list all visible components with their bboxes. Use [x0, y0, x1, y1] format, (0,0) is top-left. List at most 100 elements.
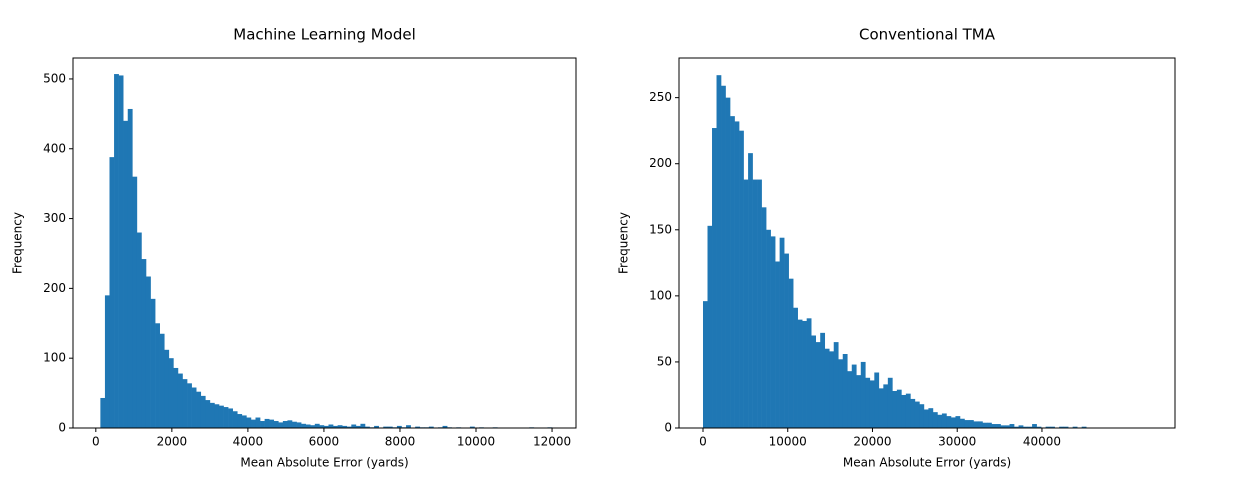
bar	[991, 424, 997, 428]
bar	[788, 278, 794, 428]
bar	[950, 417, 956, 428]
bar	[396, 425, 402, 428]
bar	[923, 409, 929, 428]
x-tick-label: 10000	[457, 435, 495, 449]
bar	[346, 426, 352, 428]
bar	[246, 417, 252, 428]
bar	[319, 425, 325, 428]
bar	[829, 351, 835, 428]
bar	[865, 377, 871, 428]
plot-frame	[72, 57, 577, 429]
bar	[802, 320, 807, 428]
bar	[851, 364, 857, 428]
bar	[1050, 426, 1055, 428]
bar	[141, 259, 147, 428]
bar	[887, 377, 893, 428]
bar	[779, 237, 785, 428]
bar	[1027, 426, 1033, 428]
x-tick-label: 0	[699, 435, 707, 449]
bar	[811, 335, 817, 428]
bar	[100, 397, 106, 428]
bar	[168, 358, 174, 428]
bar	[150, 298, 156, 428]
bar	[968, 420, 974, 428]
bar	[946, 416, 952, 428]
bar	[406, 425, 411, 428]
bar	[959, 418, 965, 428]
bar	[205, 400, 211, 428]
bar	[155, 323, 160, 428]
bar	[200, 395, 206, 428]
bar	[1005, 425, 1010, 428]
bar	[707, 225, 713, 428]
bar	[374, 425, 379, 428]
bar	[860, 361, 866, 428]
x-tick-label: 10000	[769, 435, 807, 449]
bar	[114, 74, 119, 428]
bar	[874, 372, 880, 428]
bar	[337, 425, 343, 428]
bar	[766, 229, 771, 428]
y-tick-label: 150	[649, 222, 672, 236]
bar	[842, 354, 848, 428]
bar	[775, 261, 780, 428]
bar	[132, 176, 138, 428]
bar	[833, 342, 839, 428]
plot-frame	[678, 57, 1176, 429]
bar	[1045, 426, 1051, 428]
bar	[725, 97, 731, 429]
y-tick-label: 100	[43, 351, 66, 365]
x-axis-label: Mean Absolute Error (yards)	[240, 456, 408, 470]
bar	[806, 318, 812, 428]
bar	[264, 418, 270, 428]
x-tick-label: 12000	[533, 435, 571, 449]
bar	[237, 414, 243, 428]
bar	[305, 424, 311, 428]
y-tick-label: 200	[649, 156, 672, 170]
bar	[964, 420, 970, 428]
bar	[955, 416, 961, 428]
bar	[109, 157, 115, 428]
bar	[932, 412, 938, 428]
bar	[173, 367, 179, 428]
bar	[351, 424, 357, 428]
bar	[996, 424, 1001, 428]
bar	[1072, 426, 1078, 428]
bar	[232, 411, 238, 428]
y-tick-label: 50	[657, 354, 672, 368]
y-tick-label: 0	[58, 421, 66, 435]
bar	[883, 384, 889, 428]
bar	[177, 373, 183, 428]
bar	[228, 408, 233, 428]
bar	[901, 394, 907, 428]
x-tick-label: 6000	[309, 435, 340, 449]
bar	[1014, 426, 1019, 428]
bar	[355, 425, 361, 428]
bar	[770, 236, 776, 428]
bar	[196, 391, 202, 428]
x-axis-label: Mean Absolute Error (yards)	[843, 456, 1011, 470]
bar	[428, 426, 434, 428]
y-axis-label: Frequency	[617, 212, 631, 274]
bar	[928, 408, 934, 428]
bar	[987, 422, 992, 428]
bar	[757, 179, 762, 428]
bar	[291, 421, 297, 428]
bar	[296, 422, 302, 428]
x-tick-label: 8000	[385, 435, 416, 449]
bar	[716, 75, 722, 428]
subplot: 0 10000 20000 30000 40000 0 50 100 150 200 250 Conv…	[617, 26, 1176, 470]
bar	[1009, 424, 1015, 428]
bar	[209, 402, 215, 428]
x-tick-label: 0	[92, 435, 100, 449]
bar	[797, 319, 803, 428]
bar	[941, 413, 947, 428]
bar	[164, 349, 170, 428]
bar	[1018, 425, 1024, 428]
bar	[269, 419, 275, 428]
bar	[187, 383, 192, 428]
bar	[761, 207, 767, 428]
bar	[820, 332, 826, 428]
bar	[223, 407, 229, 428]
